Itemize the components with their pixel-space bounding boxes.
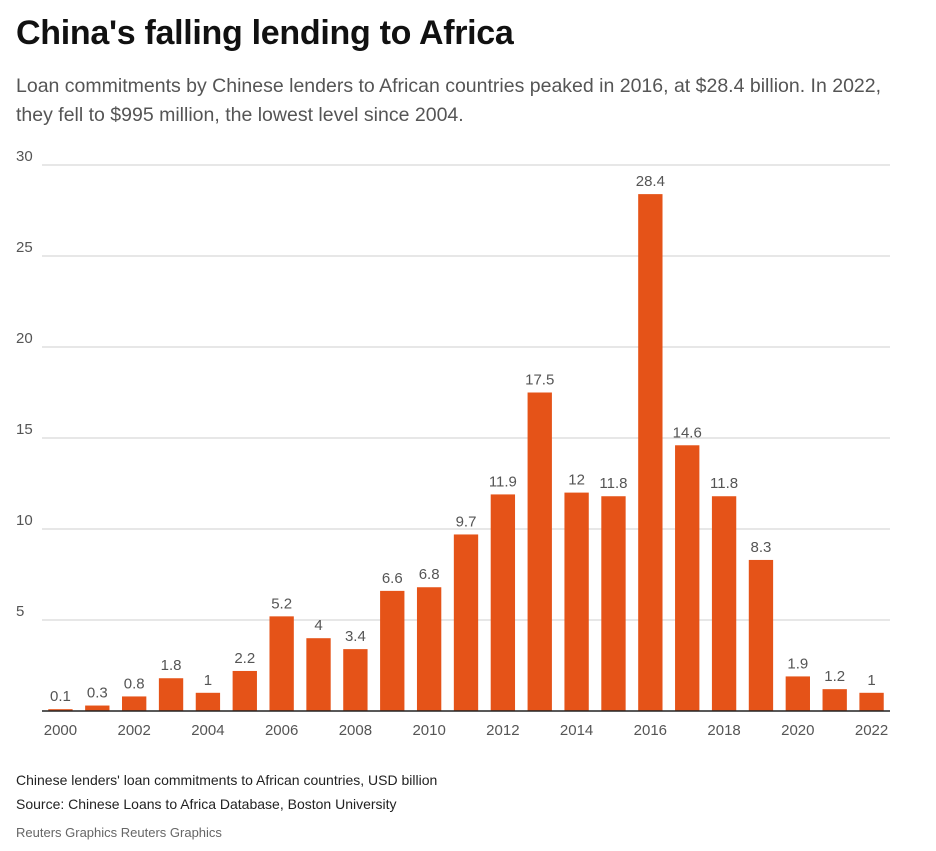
- x-tick-label: 2002: [117, 722, 150, 739]
- y-tick-label: 25: [16, 239, 33, 256]
- x-tick-label: 2016: [634, 722, 667, 739]
- chart-title: China's falling lending to Africa: [16, 14, 514, 52]
- bar-2010: [416, 587, 442, 711]
- bar-2005: [232, 670, 257, 711]
- data-label-2006: 5.2: [271, 595, 292, 612]
- data-label-2004: 1: [204, 672, 212, 689]
- x-tick-label: 2008: [339, 722, 372, 739]
- data-label-2017: 14.6: [673, 424, 702, 441]
- y-tick-label: 20: [16, 330, 33, 347]
- bars: [48, 194, 884, 711]
- bar-chart: 0.1 0.30.81.812.25.243.46.6 6.89.711.917.5…: [16, 148, 890, 739]
- bar-2020: [785, 676, 810, 711]
- y-tick-label: 10: [16, 512, 33, 529]
- bar-2014: [564, 492, 589, 711]
- bar-2013: [527, 392, 552, 711]
- bar-2006: [269, 616, 294, 711]
- bar-2004: [195, 692, 221, 711]
- bar-2002: [122, 696, 147, 711]
- x-tick-label: 2020: [781, 722, 814, 739]
- data-label-2016: 28.4: [636, 173, 665, 190]
- data-label-2021: 1.2: [824, 668, 845, 685]
- x-tick-label: 2018: [707, 722, 740, 739]
- data-label-2005: 2.2: [234, 650, 255, 667]
- footnote: Chinese lenders' loan commitments to Afr…: [16, 772, 438, 788]
- bar-2015: [601, 496, 626, 711]
- bar-2001: [85, 705, 110, 711]
- credit-line: Reuters Graphics Reuters Graphics: [16, 825, 222, 840]
- x-tick-label: 2022: [855, 722, 888, 739]
- data-label-2020: 1.9: [787, 655, 808, 672]
- data-label-2022: 1: [867, 672, 875, 689]
- bar-2018: [711, 496, 737, 711]
- gridlines: [42, 164, 890, 621]
- bar-2009: [380, 590, 405, 711]
- data-label-2001: 0.3: [87, 685, 108, 702]
- x-tick-label: 2012: [486, 722, 519, 739]
- data-label-2007: 4: [314, 617, 322, 634]
- x-tick-label: 2010: [412, 722, 445, 739]
- source-note: Source: Chinese Loans to Africa Database…: [16, 796, 397, 812]
- x-tick-label: 2006: [265, 722, 298, 739]
- x-tick-label: 2004: [191, 722, 224, 739]
- bar-2012: [490, 494, 516, 711]
- data-label-2019: 8.3: [751, 539, 772, 556]
- data-label-2009: 6.6: [382, 570, 403, 587]
- y-tick-label: 15: [16, 421, 33, 438]
- data-label-2003: 1.8: [161, 657, 182, 674]
- bar-2021: [822, 689, 847, 711]
- data-label-2014: 12: [568, 472, 585, 489]
- bar-2007: [306, 638, 331, 711]
- bar-2022: [859, 692, 884, 711]
- axes: 5 10 15 20 25 30 2000 2002 2004 2006 2008 2010 2012 2…: [16, 148, 890, 739]
- bar-2017: [675, 445, 700, 711]
- bar-2008: [343, 649, 368, 711]
- data-label-2013: 17.5: [525, 372, 554, 389]
- x-tick-label: 2000: [44, 722, 77, 739]
- bar-2016: [638, 194, 663, 711]
- data-label-2018: 11.8: [710, 475, 738, 492]
- bar-2000: [48, 709, 73, 711]
- data-label-2011: 9.7: [456, 513, 477, 530]
- data-label-2000: 0.1: [50, 688, 71, 705]
- y-tick-label: 30: [16, 148, 33, 165]
- data-label-2002: 0.8: [124, 675, 145, 692]
- chart-subtitle: Loan commitments by Chinese lenders to A…: [16, 75, 882, 126]
- x-tick-label: 2014: [560, 722, 593, 739]
- data-label-2015: 11.8: [599, 475, 627, 492]
- bar-2003: [158, 678, 184, 711]
- data-labels: 0.1 0.30.81.812.25.243.46.6 6.89.711.917.5…: [50, 173, 876, 705]
- bar-2019: [748, 559, 774, 711]
- data-label-2008: 3.4: [345, 628, 366, 645]
- bar-2011: [453, 534, 479, 711]
- data-label-2010: 6.8: [419, 566, 440, 583]
- y-tick-label: 5: [16, 603, 24, 620]
- data-label-2012: 11.9: [489, 473, 517, 490]
